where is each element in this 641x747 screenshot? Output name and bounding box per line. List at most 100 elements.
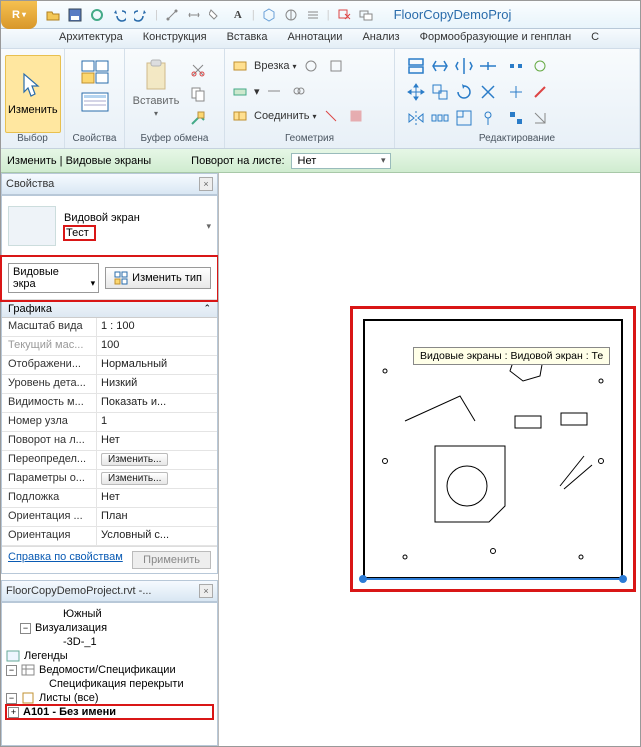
prop-row[interactable]: Текущий мас...100 xyxy=(2,337,217,356)
project-tree[interactable]: Южный −Визуализация -3D-_1 Легенды −Ведо… xyxy=(1,602,218,746)
sync-icon[interactable] xyxy=(89,7,105,23)
prop-value[interactable]: Нет xyxy=(97,432,217,450)
section-collapse-icon[interactable]: ⌃ xyxy=(203,303,211,315)
split-icon[interactable] xyxy=(477,55,499,77)
prop-row[interactable]: Номер узла1 xyxy=(2,413,217,432)
e5-icon[interactable] xyxy=(505,107,527,129)
rotate-icon[interactable] xyxy=(453,81,475,103)
offset-icon[interactable] xyxy=(429,55,451,77)
tree-sheet-a101[interactable]: +A101 - Без имени xyxy=(6,705,213,719)
close-icon[interactable]: × xyxy=(199,177,213,191)
prop-row[interactable]: Параметры о...Изменить... xyxy=(2,470,217,489)
prop-row[interactable]: Уровень дета...Низкий xyxy=(2,375,217,394)
geom5-icon[interactable] xyxy=(320,105,342,127)
match-icon[interactable] xyxy=(187,107,209,129)
modify-tool[interactable]: Изменить xyxy=(5,55,61,133)
close-views-icon[interactable] xyxy=(336,7,352,23)
prop-value[interactable]: 1 : 100 xyxy=(97,318,217,336)
undo-icon[interactable] xyxy=(111,7,127,23)
e6-icon[interactable] xyxy=(529,107,551,129)
browser-header[interactable]: FloorCopyDemoProject.rvt -... × xyxy=(1,580,218,602)
prop-row[interactable]: Отображени...Нормальный xyxy=(2,356,217,375)
align-dim-icon[interactable] xyxy=(186,7,202,23)
measure-icon[interactable] xyxy=(164,7,180,23)
join-icon[interactable] xyxy=(229,105,251,127)
tree-legends[interactable]: Легенды xyxy=(6,649,213,663)
instance-selector[interactable]: Видовые экра xyxy=(8,263,99,293)
trim-icon[interactable] xyxy=(477,81,499,103)
e3-icon[interactable] xyxy=(505,81,527,103)
geom3-icon[interactable] xyxy=(263,80,285,102)
tree-visualization[interactable]: −Визуализация xyxy=(6,621,213,635)
cut-geom-icon[interactable] xyxy=(229,80,251,102)
drawing-canvas[interactable]: Видовые экраны : Видовой экран : Те xyxy=(218,173,640,746)
edit-type-button[interactable]: Изменить тип xyxy=(105,267,211,289)
props-help-link[interactable]: Справка по свойствам xyxy=(8,551,123,569)
tag-icon[interactable] xyxy=(208,7,224,23)
copy-move-icon[interactable] xyxy=(429,81,451,103)
tab-annotate[interactable]: Аннотации xyxy=(277,29,352,48)
prop-row[interactable]: ПодложкаНет xyxy=(2,489,217,508)
3d-icon[interactable] xyxy=(261,7,277,23)
tab-insert[interactable]: Вставка xyxy=(217,29,278,48)
move-icon[interactable] xyxy=(405,81,427,103)
prop-value[interactable]: 1 xyxy=(97,413,217,431)
collapse-icon[interactable]: − xyxy=(20,623,31,634)
array-icon[interactable] xyxy=(429,107,451,129)
close-icon[interactable]: × xyxy=(199,584,213,598)
prop-value[interactable]: Изменить... xyxy=(97,470,217,488)
prop-value[interactable]: Показать и... xyxy=(97,394,217,412)
mirror-pick-icon[interactable] xyxy=(405,107,427,129)
cut-icon[interactable] xyxy=(187,59,209,81)
geom4-icon[interactable] xyxy=(288,80,310,102)
mirror-axis-icon[interactable] xyxy=(453,55,475,77)
type-dropdown-icon[interactable]: ▾ xyxy=(206,221,211,232)
prop-value[interactable]: Нет xyxy=(97,489,217,507)
tab-analyze[interactable]: Анализ xyxy=(352,29,409,48)
e1-icon[interactable] xyxy=(505,55,527,77)
prop-row[interactable]: Масштаб вида1 : 100 xyxy=(2,318,217,337)
prop-value[interactable]: Изменить... xyxy=(97,451,217,469)
prop-row[interactable]: Переопредел...Изменить... xyxy=(2,451,217,470)
type-props-icon[interactable] xyxy=(80,59,110,85)
prop-row[interactable]: Видимость м...Показать и... xyxy=(2,394,217,413)
align-icon[interactable] xyxy=(405,55,427,77)
prop-value[interactable]: Низкий xyxy=(97,375,217,393)
thin-lines-icon[interactable] xyxy=(305,7,321,23)
collapse-icon[interactable]: − xyxy=(6,665,17,676)
rotate-select[interactable]: Нет xyxy=(291,153,391,169)
prop-row[interactable]: Ориентация ...План xyxy=(2,508,217,527)
apply-button[interactable]: Применить xyxy=(132,551,211,569)
tab-more[interactable]: С xyxy=(581,29,609,48)
tree-sheets[interactable]: −Листы (все) xyxy=(6,691,213,705)
prop-value[interactable]: Условный с... xyxy=(97,527,217,545)
tree-schedules[interactable]: −Ведомости/Спецификации xyxy=(6,663,213,677)
tree-slab-schedule[interactable]: Спецификация перекрыти xyxy=(6,677,213,691)
element-props-icon[interactable] xyxy=(80,91,110,113)
geom1-icon[interactable] xyxy=(300,55,322,77)
tab-massing[interactable]: Формообразующие и генплан xyxy=(410,29,582,48)
copy-icon[interactable] xyxy=(187,83,209,105)
save-icon[interactable] xyxy=(67,7,83,23)
prop-value[interactable]: Нормальный xyxy=(97,356,217,374)
tree-view-south[interactable]: Южный xyxy=(6,607,213,621)
prop-value[interactable]: План xyxy=(97,508,217,526)
pin-icon[interactable] xyxy=(477,107,499,129)
prop-row[interactable]: Поворот на л...Нет xyxy=(2,432,217,451)
scale-icon[interactable] xyxy=(453,107,475,129)
text-icon[interactable]: A xyxy=(230,7,246,23)
cope-icon[interactable] xyxy=(229,55,251,77)
switch-windows-icon[interactable] xyxy=(358,7,374,23)
e4-icon[interactable] xyxy=(529,81,551,103)
geom6-icon[interactable] xyxy=(345,105,367,127)
e2-icon[interactable] xyxy=(529,55,551,77)
prop-row[interactable]: ОриентацияУсловный с... xyxy=(2,527,217,546)
prop-value[interactable]: 100 xyxy=(97,337,217,355)
geom2-icon[interactable] xyxy=(325,55,347,77)
tab-architecture[interactable]: Архитектура xyxy=(49,29,133,48)
redo-icon[interactable] xyxy=(133,7,149,23)
tree-3d-view[interactable]: -3D-_1 xyxy=(6,635,213,649)
app-menu-button[interactable]: R▾ xyxy=(1,1,37,29)
section-icon[interactable] xyxy=(283,7,299,23)
open-icon[interactable] xyxy=(45,7,61,23)
